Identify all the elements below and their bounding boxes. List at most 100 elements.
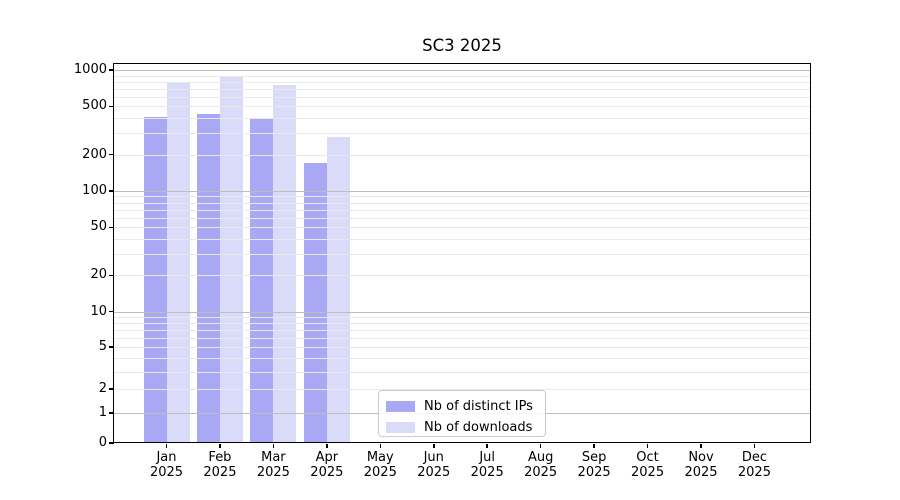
chart-title: SC3 2025 bbox=[422, 36, 502, 55]
y-tick-label-10: 10 bbox=[90, 303, 107, 319]
y-tick-50 bbox=[109, 226, 114, 229]
x-tick-month: Feb bbox=[208, 450, 232, 465]
gridline-y-1000 bbox=[113, 70, 811, 71]
gridline-y-3 bbox=[113, 371, 811, 373]
x-tick-label-may-2025: May 2025 bbox=[340, 450, 420, 480]
x-tick-year: 2025 bbox=[417, 465, 451, 480]
gridline-y-40 bbox=[113, 239, 811, 241]
gridline-y-900 bbox=[113, 75, 811, 77]
x-tick-label-aug-2025: Aug 2025 bbox=[501, 450, 581, 480]
x-tick-month: May bbox=[366, 450, 394, 465]
bar-distinct-ips-jan-2025 bbox=[143, 117, 167, 443]
x-tick-month: Jan bbox=[156, 450, 177, 465]
x-tick-month: Aug bbox=[527, 450, 554, 465]
y-tick-label-100: 100 bbox=[82, 182, 107, 198]
y-tick-label-5: 5 bbox=[98, 338, 107, 354]
y-tick-500 bbox=[109, 105, 114, 108]
gridline-y-80 bbox=[113, 202, 811, 204]
x-tick-year: 2025 bbox=[577, 465, 611, 480]
y-tick-label-20: 20 bbox=[90, 267, 107, 283]
y-tick-label-2: 2 bbox=[98, 381, 107, 397]
y-tick-label-50: 50 bbox=[90, 219, 107, 235]
bar-distinct-ips-apr-2025 bbox=[303, 163, 327, 443]
x-tick-year: 2025 bbox=[203, 465, 237, 480]
x-tick-oct-2025 bbox=[646, 443, 649, 448]
y-tick-20 bbox=[109, 274, 114, 277]
gridline-y-100 bbox=[113, 190, 811, 192]
gridline-y-2 bbox=[113, 389, 811, 391]
x-tick-feb-2025 bbox=[219, 443, 221, 448]
gridline-y-4 bbox=[113, 357, 811, 359]
y-tick-label-200: 200 bbox=[82, 146, 107, 162]
y-tick-label-500: 500 bbox=[82, 98, 107, 114]
x-tick-year: 2025 bbox=[631, 465, 665, 480]
x-tick-label-jun-2025: Jun 2025 bbox=[394, 450, 474, 480]
legend-swatch-distinct-ips bbox=[386, 401, 415, 412]
gridline-y-600 bbox=[113, 96, 811, 98]
x-tick-year: 2025 bbox=[149, 465, 184, 480]
x-tick-year: 2025 bbox=[524, 465, 558, 480]
gridline-y-20 bbox=[113, 275, 811, 277]
y-tick-label-0: 0 bbox=[98, 435, 107, 450]
y-tick-label-1: 1 bbox=[98, 404, 107, 420]
y-tick-1 bbox=[109, 412, 114, 414]
gridline-y-9 bbox=[113, 317, 811, 319]
gridline-y-30 bbox=[113, 254, 811, 256]
x-tick-sep-2025 bbox=[593, 443, 595, 448]
gridline-y-7 bbox=[113, 329, 811, 331]
x-tick-label-jan-2025: Jan 2025 bbox=[127, 450, 207, 480]
legend-item-downloads: Nb of downloads bbox=[386, 417, 539, 438]
x-tick-may-2025 bbox=[379, 443, 382, 448]
bar-distinct-ips-mar-2025 bbox=[250, 118, 274, 443]
y-tick-1000 bbox=[109, 69, 114, 71]
x-tick-jan-2025 bbox=[165, 443, 168, 448]
x-tick-year: 2025 bbox=[310, 465, 344, 480]
x-tick-label-sep-2025: Sep 2025 bbox=[554, 450, 634, 480]
gridline-y-6 bbox=[113, 337, 811, 339]
x-tick-aug-2025 bbox=[539, 443, 542, 448]
x-tick-month: Dec bbox=[741, 450, 768, 465]
x-tick-label-nov-2025: Nov 2025 bbox=[661, 450, 741, 480]
gridline-y-300 bbox=[113, 133, 811, 135]
bar-downloads-jan-2025 bbox=[166, 82, 190, 443]
x-tick-jun-2025 bbox=[433, 443, 435, 448]
gridline-y-5 bbox=[113, 346, 811, 348]
legend-item-distinct-ips: Nb of distinct IPs bbox=[386, 396, 539, 417]
legend-label-distinct-ips: Nb of distinct IPs bbox=[424, 399, 533, 414]
x-tick-month: Apr bbox=[315, 450, 339, 465]
x-tick-year: 2025 bbox=[256, 465, 290, 480]
x-tick-month: Sep bbox=[581, 450, 607, 465]
x-tick-month: Oct bbox=[636, 450, 659, 465]
x-tick-label-dec-2025: Dec 2025 bbox=[714, 450, 794, 480]
plot-area: Nb of distinct IPs Nb of downloads bbox=[113, 63, 811, 443]
x-tick-year: 2025 bbox=[470, 465, 504, 480]
gridline-y-500 bbox=[113, 106, 811, 108]
legend-swatch-downloads bbox=[386, 422, 415, 433]
x-tick-month: Mar bbox=[261, 450, 286, 465]
x-tick-mar-2025 bbox=[272, 443, 275, 448]
legend: Nb of distinct IPs Nb of downloads bbox=[378, 390, 546, 437]
x-tick-label-feb-2025: Feb 2025 bbox=[180, 450, 260, 480]
bar-downloads-feb-2025 bbox=[219, 77, 243, 443]
x-tick-label-oct-2025: Oct 2025 bbox=[608, 450, 688, 480]
x-tick-label-mar-2025: Mar 2025 bbox=[233, 450, 313, 480]
bars-layer bbox=[113, 63, 811, 443]
gridline-y-8 bbox=[113, 323, 811, 325]
x-tick-month: Nov bbox=[688, 450, 714, 465]
x-tick-year: 2025 bbox=[684, 465, 718, 480]
x-tick-month: Jun bbox=[423, 450, 444, 465]
x-tick-jul-2025 bbox=[486, 443, 488, 448]
legend-label-downloads: Nb of downloads bbox=[424, 420, 533, 435]
x-tick-label-jul-2025: Jul 2025 bbox=[447, 450, 527, 480]
y-tick-200 bbox=[109, 153, 114, 156]
gridline-y-200 bbox=[113, 154, 811, 156]
y-tick-100 bbox=[109, 190, 114, 192]
y-tick-2 bbox=[109, 388, 114, 390]
bar-distinct-ips-feb-2025 bbox=[196, 113, 220, 443]
gridline-y-60 bbox=[113, 217, 811, 219]
gridline-y-700 bbox=[113, 88, 811, 90]
x-tick-month: Jul bbox=[479, 450, 496, 465]
y-tick-10 bbox=[109, 310, 114, 313]
gridline-y-50 bbox=[113, 227, 811, 229]
